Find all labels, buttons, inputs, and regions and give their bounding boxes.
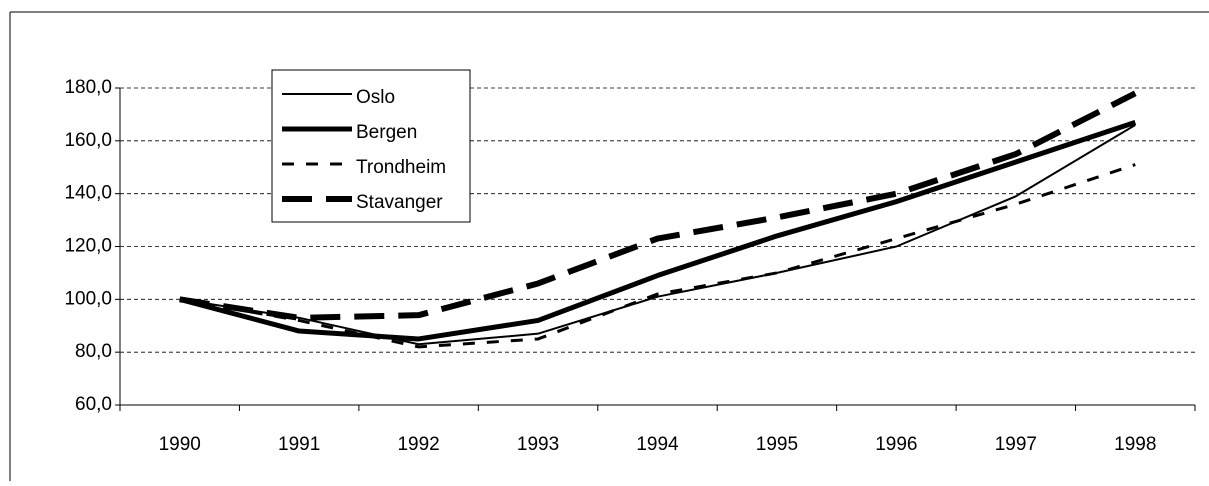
x-tick-label: 1998 <box>1114 434 1156 455</box>
y-tick-label: 100,0 <box>64 288 112 309</box>
x-tick-label: 1997 <box>995 434 1037 455</box>
y-tick-label: 120,0 <box>64 236 112 257</box>
x-tick-label: 1990 <box>159 434 201 455</box>
x-tick-label: 1992 <box>397 434 439 455</box>
series-line <box>179 119 1137 342</box>
series-line <box>179 124 1136 346</box>
x-tick-label: 1994 <box>636 434 679 455</box>
x-tick-label: 1995 <box>756 434 798 455</box>
x-tick-label: 1991 <box>278 434 320 455</box>
legend-label: Stavanger <box>356 192 443 213</box>
y-tick-label: 60,0 <box>75 394 112 415</box>
y-tick-label: 80,0 <box>75 341 112 362</box>
legend-label: Bergen <box>356 122 417 143</box>
series-line <box>179 90 1137 321</box>
legend-label: Oslo <box>356 87 395 108</box>
y-tick-label: 160,0 <box>64 130 112 151</box>
x-tick-label: 1993 <box>517 434 559 455</box>
series-line <box>179 163 1136 349</box>
legend-label: Trondheim <box>356 157 446 178</box>
y-tick-label: 180,0 <box>64 77 112 98</box>
x-tick-label: 1996 <box>875 434 917 455</box>
y-tick-label: 140,0 <box>64 183 112 204</box>
